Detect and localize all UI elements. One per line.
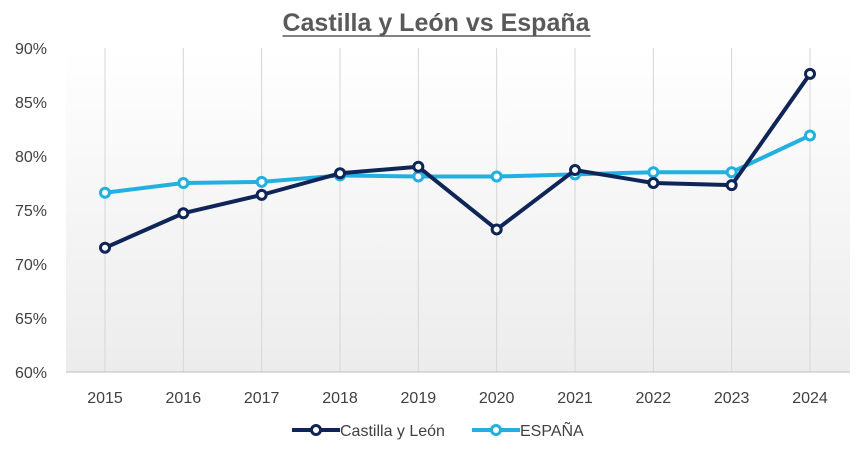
data-point-castilla-2021	[569, 164, 581, 177]
y-tick-label: 65%	[15, 311, 47, 328]
x-tick-label: 2023	[714, 390, 750, 407]
data-point-espana-2023	[725, 166, 738, 179]
data-point-castilla-2022	[647, 177, 660, 189]
x-tick-label: 2016	[166, 390, 202, 407]
y-tick-label: 80%	[15, 149, 47, 166]
x-tick-label: 2020	[479, 390, 515, 407]
data-point-castilla-2019	[412, 160, 425, 173]
legend-label-espana: ESPAÑA	[520, 420, 584, 440]
x-tick-label: 2015	[87, 390, 123, 407]
chart-title: Castilla y León vs España	[282, 9, 590, 37]
data-point-castilla-2023	[725, 179, 738, 192]
data-point-castilla-2015	[99, 241, 111, 254]
x-tick-label: 2022	[636, 390, 672, 407]
x-tick-label: 2017	[244, 390, 280, 407]
series-espana	[99, 129, 816, 199]
x-tick-label: 2021	[557, 390, 593, 407]
series-castilla	[99, 67, 816, 254]
series	[99, 67, 816, 254]
data-point-espana-2015	[99, 186, 111, 199]
x-tick-label: 2018	[322, 390, 358, 407]
y-tick-label: 60%	[15, 365, 47, 382]
data-point-espana-2022	[647, 166, 660, 179]
legend-label-castilla: Castilla y León	[340, 423, 445, 440]
y-tick-label: 90%	[15, 41, 47, 58]
series-line-espana	[103, 133, 812, 195]
data-point-castilla-2018	[334, 167, 346, 180]
x-tick-label: 2019	[401, 390, 437, 407]
x-axis-tick-labels: 2015 2016 2017 2018 2019 2020 2021 2022 2023 2024	[87, 390, 828, 407]
legend: Castilla y León ESPAÑA	[292, 420, 584, 440]
data-point-espana-2019	[412, 170, 425, 183]
y-tick-label: 85%	[15, 95, 47, 112]
legend-item-castilla: Castilla y León	[292, 423, 445, 440]
data-point-castilla-2016	[177, 207, 190, 220]
data-point-castilla-2020	[490, 223, 503, 236]
data-point-espana-2024	[804, 129, 816, 142]
data-point-castilla-2024	[804, 67, 816, 80]
legend-item-espana: ESPAÑA	[472, 420, 584, 440]
legend-marker-espana	[490, 424, 502, 436]
x-tick-label: 2024	[792, 390, 828, 407]
y-axis-tick-labels: 60% 65% 70% 75% 80% 85% 90%	[15, 41, 47, 382]
data-point-espana-2020	[490, 170, 503, 183]
legend-marker-castilla	[310, 424, 322, 436]
y-tick-label: 70%	[15, 257, 47, 274]
data-point-espana-2016	[177, 177, 190, 189]
data-point-castilla-2017	[255, 188, 268, 201]
data-point-espana-2017	[255, 175, 268, 188]
y-tick-label: 75%	[15, 203, 47, 220]
series-line-castilla	[103, 71, 812, 250]
